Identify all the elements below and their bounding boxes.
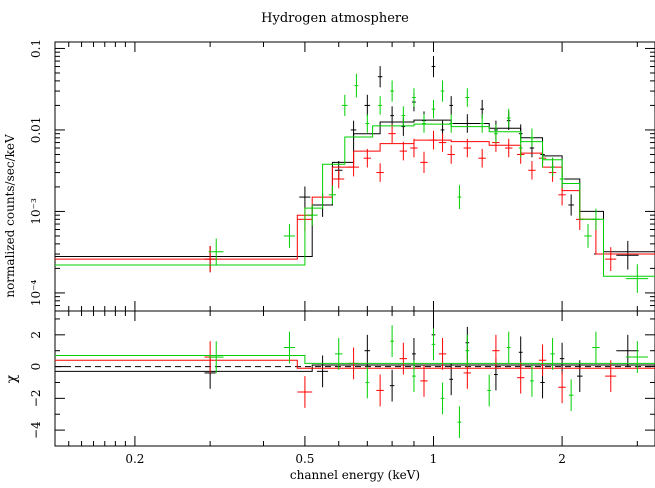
residual-y-ticks: −4 −2 0 2 — [29, 318, 655, 447]
spectrum-model-black — [55, 119, 655, 257]
spectrum-y-tick-label: 0.1 — [29, 39, 43, 58]
residual-y-tick-label: −4 — [29, 421, 43, 439]
x-tick-label: 0.5 — [295, 452, 314, 466]
spectrum-y-tick-label: 10⁻³ — [29, 198, 43, 225]
x-tick-label: 0.2 — [125, 452, 144, 466]
residual-panel: χ 0.2 0.5 1 2 −4 −2 0 2 — [4, 310, 655, 466]
spectrum-y-axis-label: normalized counts/sec/keV — [3, 134, 17, 298]
spectrum-y-tick-label: 0.01 — [29, 117, 43, 144]
spectrum-y-ticks: 10⁻⁴ 10⁻³ 0.01 0.1 — [29, 39, 655, 312]
spectrum-panel: normalized counts/sec/keV 10⁻⁴ 10⁻³ 0.01 0.… — [3, 39, 655, 312]
spectrum-series — [55, 55, 655, 293]
residual-y-tick-label: −2 — [29, 390, 43, 408]
x-tick-label: 1 — [430, 452, 438, 466]
x-axis-label: channel energy (keV) — [290, 468, 420, 482]
residual-panel-frame — [54, 310, 655, 447]
chart-title: Hydrogen atmosphere — [261, 11, 409, 26]
x-tick-label: 2 — [558, 452, 566, 466]
spectrum-x-ticks — [54, 42, 638, 311]
residual-y-axis-label: χ — [4, 374, 20, 383]
residual-y-tick-label: 0 — [29, 363, 43, 371]
residual-y-tick-label: 2 — [29, 331, 43, 339]
spectrum-y-tick-label: 10⁻⁴ — [29, 280, 43, 307]
residual-x-ticks: 0.2 0.5 1 2 — [54, 311, 638, 466]
spectrum-model-green — [55, 123, 655, 277]
residual-model-red — [55, 359, 655, 369]
residual-model-green — [55, 355, 655, 364]
residual-series — [55, 318, 655, 439]
